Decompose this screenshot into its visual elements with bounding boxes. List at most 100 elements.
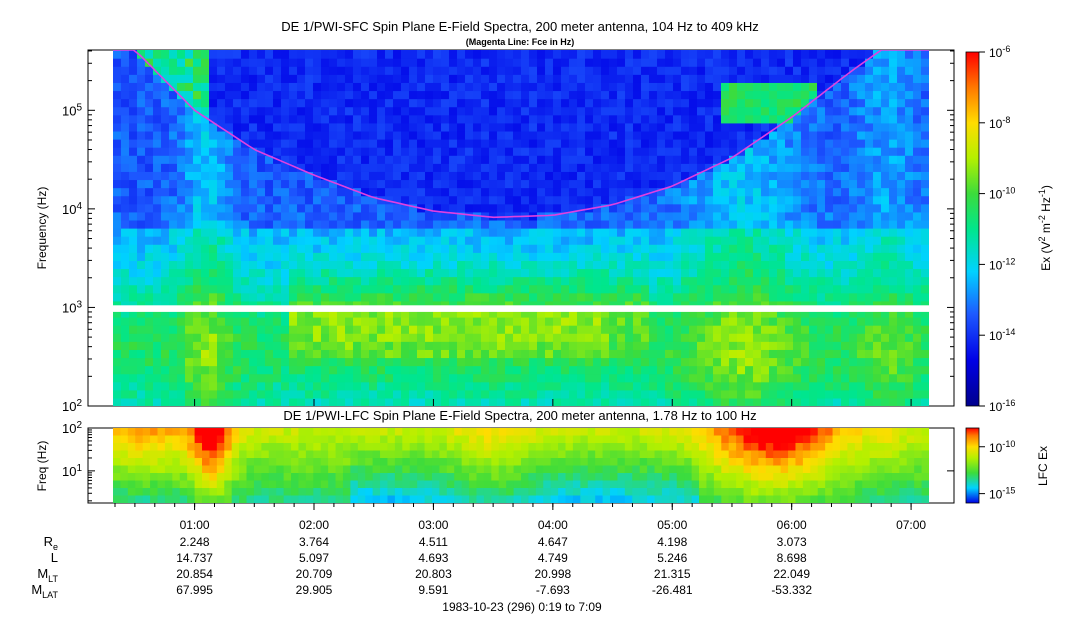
sfc-heat-cell: [649, 292, 658, 302]
sfc-heat-cell: [641, 317, 650, 326]
sfc-heat-cell: [449, 130, 458, 140]
sfc-heat-cell: [641, 147, 650, 156]
sfc-heat-cell: [705, 155, 714, 164]
sfc-heat-cell: [313, 106, 322, 116]
sfc-heat-cell: [505, 365, 514, 375]
sfc-heat-cell: [201, 236, 210, 245]
sfc-heat-cell: [865, 381, 874, 391]
sfc-heat-cell: [921, 147, 929, 156]
sfc-heat-cell: [313, 228, 322, 237]
sfc-heat-cell: [921, 106, 929, 116]
sfc-heat-cell: [441, 139, 450, 148]
sfc-heat-cell: [857, 389, 866, 399]
sfc-heat-cell: [689, 365, 698, 375]
sfc-heat-cell: [345, 82, 354, 92]
sfc-heat-cell: [129, 268, 138, 278]
sfc-heat-cell: [305, 147, 314, 156]
sfc-heat-cell: [481, 98, 490, 108]
sfc-heat-cell: [745, 292, 754, 302]
sfc-heat-cell: [121, 276, 130, 286]
sfc-heat-cell: [641, 114, 650, 124]
sfc-heat-cell: [473, 397, 482, 406]
sfc-heat-cell: [713, 171, 722, 181]
sfc-heat-cell: [921, 187, 929, 197]
sfc-heat-cell: [193, 66, 202, 75]
sfc-heat-cell: [657, 397, 666, 406]
sfc-heat-cell: [257, 187, 266, 197]
sfc-heat-cell: [169, 373, 178, 383]
sfc-heat-cell: [249, 389, 258, 399]
sfc-heat-cell: [609, 333, 618, 342]
lfc-heat-cell: [120, 450, 129, 459]
lfc-heat-cell: [357, 473, 366, 482]
sfc-heat-cell: [321, 147, 330, 156]
sfc-heat-cell: [505, 219, 514, 229]
sfc-heat-cell: [369, 373, 378, 383]
sfc-heat-cell: [673, 397, 682, 406]
sfc-heat-cell: [457, 333, 466, 342]
sfc-heat-cell: [649, 139, 658, 148]
sfc-heat-cell: [209, 244, 218, 253]
sfc-heat-cell: [673, 139, 682, 148]
lfc-heat-cell: [194, 458, 203, 467]
sfc-heat-cell: [537, 98, 546, 108]
sfc-heat-cell: [721, 211, 730, 221]
sfc-heat-cell: [857, 219, 866, 229]
sfc-heat-cell: [873, 106, 882, 116]
sfc-heat-cell: [513, 381, 522, 391]
sfc-heat-cell: [593, 300, 602, 310]
sfc-heat-cell: [409, 252, 418, 261]
sfc-heat-cell: [345, 300, 354, 310]
sfc-heat-cell: [825, 219, 834, 229]
sfc-heat-cell: [609, 268, 618, 278]
sfc-heat-cell: [601, 130, 610, 140]
sfc-heat-cell: [169, 389, 178, 399]
sfc-heat-cell: [385, 203, 394, 213]
sfc-heat-cell: [473, 317, 482, 326]
sfc-heat-cell: [169, 66, 178, 75]
sfc-heat-cell: [593, 268, 602, 278]
sfc-heat-cell: [217, 284, 226, 294]
sfc-heat-cell: [449, 260, 458, 270]
sfc-heat-cell: [633, 341, 642, 350]
sfc-heat-cell: [385, 333, 394, 342]
sfc-heat-cell: [473, 179, 482, 189]
sfc-heat-cell: [609, 106, 618, 116]
sfc-heat-cell: [625, 268, 634, 278]
sfc-heat-cell: [449, 228, 458, 237]
sfc-heat-cell: [145, 252, 154, 261]
sfc-heat-cell: [329, 389, 338, 399]
sfc-heat-cell: [417, 341, 426, 350]
sfc-heat-cell: [297, 349, 306, 359]
sfc-heat-cell: [433, 211, 442, 221]
sfc-heat-cell: [337, 98, 346, 108]
sfc-heat-cell: [665, 252, 674, 261]
sfc-heat-cell: [737, 90, 746, 100]
sfc-heat-cell: [489, 333, 498, 342]
sfc-heat-cell: [225, 373, 234, 383]
lfc-heat-cell: [135, 428, 144, 437]
sfc-heat-cell: [329, 219, 338, 229]
sfc-heat-cell: [801, 325, 810, 334]
sfc-heat-cell: [601, 82, 610, 92]
sfc-heat-cell: [401, 228, 410, 237]
sfc-heat-cell: [441, 341, 450, 350]
sfc-heat-cell: [721, 284, 730, 294]
sfc-heat-cell: [129, 397, 138, 406]
sfc-heat-cell: [873, 260, 882, 270]
sfc-heat-cell: [345, 98, 354, 108]
sfc-heat-cell: [137, 317, 146, 326]
sfc-heat-cell: [785, 58, 794, 67]
sfc-heat-cell: [681, 268, 690, 278]
sfc-heat-cell: [793, 228, 802, 237]
lfc-heat-cell: [246, 428, 255, 437]
sfc-heat-cell: [393, 130, 402, 140]
sfc-heat-cell: [201, 341, 210, 350]
lfc-heat-cell: [231, 480, 240, 489]
sfc-heat-cell: [417, 292, 426, 302]
sfc-heat-cell: [825, 195, 834, 205]
sfc-heat-cell: [665, 236, 674, 245]
sfc-heat-cell: [897, 187, 906, 197]
sfc-heat-cell: [513, 179, 522, 189]
sfc-heat-cell: [169, 114, 178, 124]
